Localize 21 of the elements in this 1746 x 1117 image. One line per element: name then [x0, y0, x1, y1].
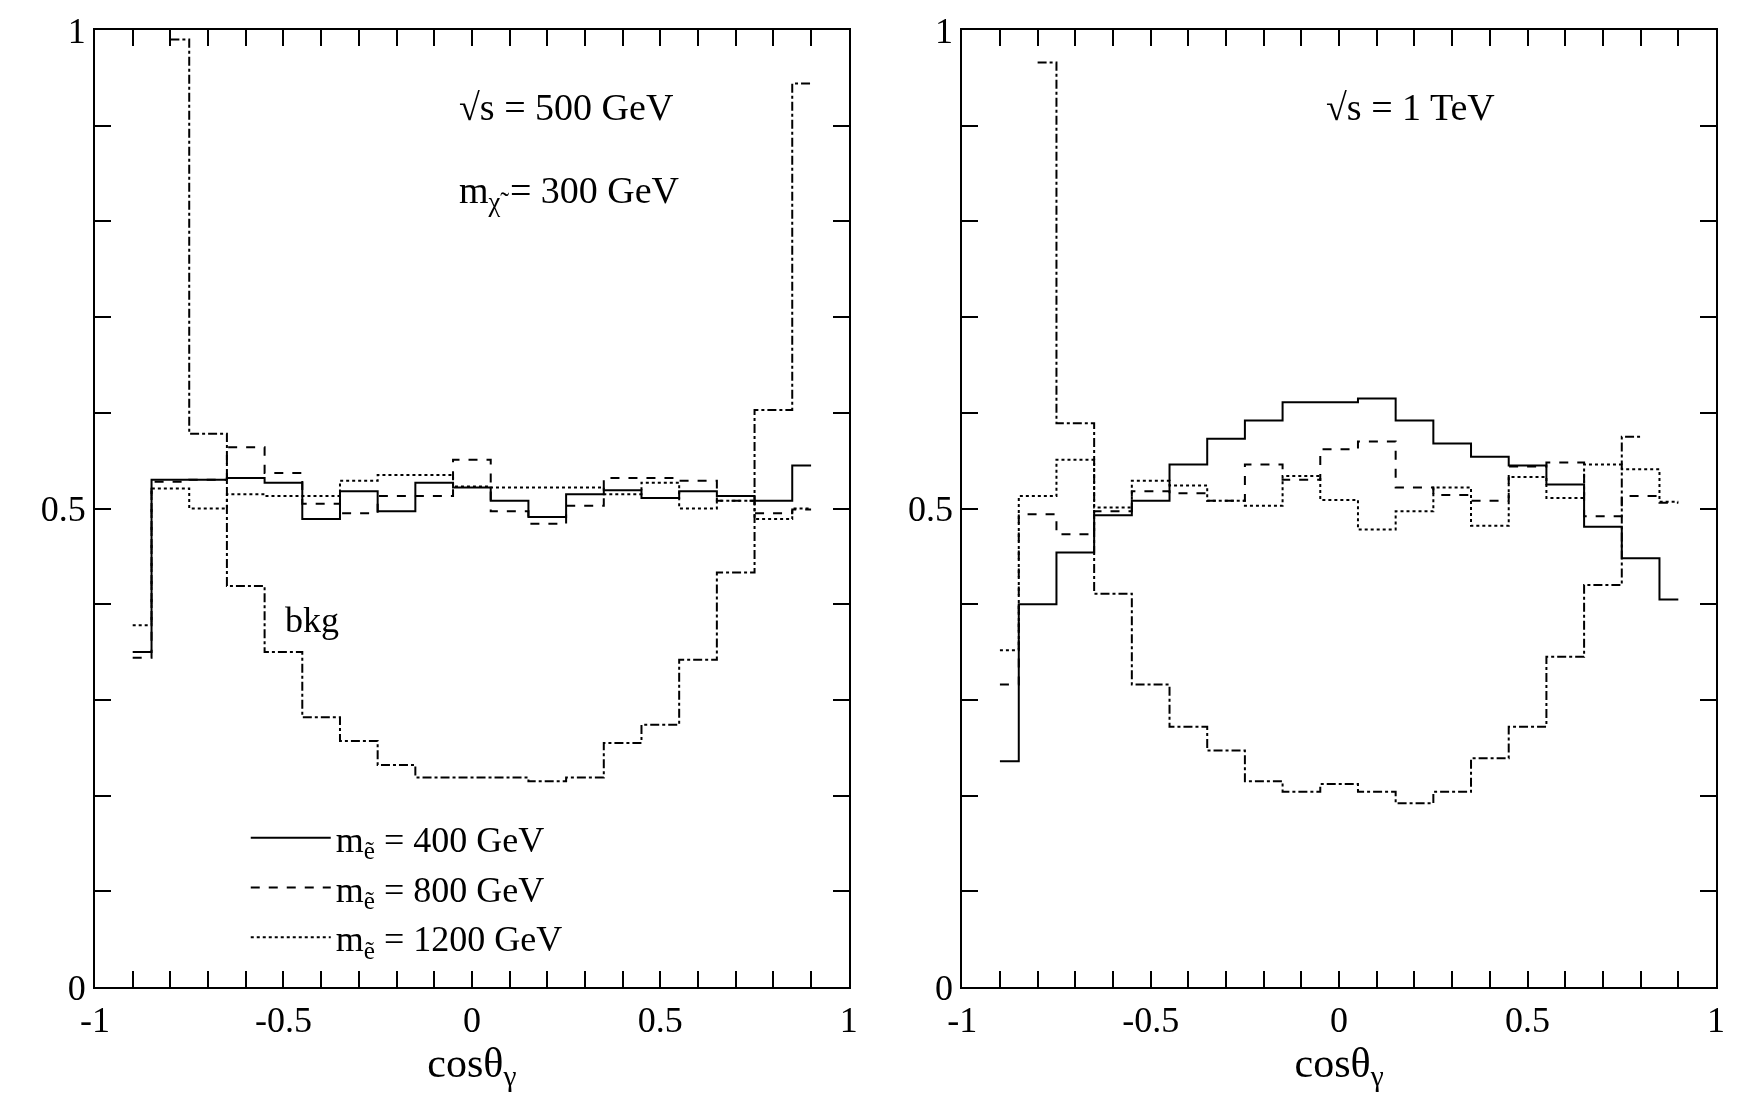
x-tick-label: 0.5 — [637, 1000, 683, 1041]
y-tick-label: 1 — [67, 10, 86, 51]
x-axis-title: cosθ$_{γ}$ — [1294, 1040, 1384, 1093]
annotation: √s = 1 TeV — [1326, 86, 1496, 128]
legend-label: m$_{ẽ}$ = 800 GeV — [335, 869, 545, 915]
y-tick-label: 0.5 — [908, 489, 954, 530]
y-tick-label: 0.5 — [40, 489, 86, 530]
annotation: √s = 500 GeV — [459, 86, 674, 128]
x-axis-title: cosθ$_{γ}$ — [427, 1040, 517, 1093]
series-label: bkg — [285, 600, 339, 640]
x-tick-label: 0 — [1330, 1000, 1349, 1041]
y-tick-label: 1 — [935, 10, 954, 51]
x-tick-label: 0 — [462, 1000, 481, 1041]
legend-label: m$_{ẽ}$ = 400 GeV — [335, 819, 545, 865]
x-tick-label: 1 — [1707, 1000, 1726, 1041]
x-tick-label: -0.5 — [254, 1000, 312, 1041]
x-tick-label: 0.5 — [1505, 1000, 1551, 1041]
annotation: m$_{χ̃}$ = 300 GeV — [459, 169, 680, 217]
x-tick-label: -0.5 — [1122, 1000, 1180, 1041]
x-tick-label: 1 — [839, 1000, 858, 1041]
legend-label: m$_{ẽ}$ = 1200 GeV — [335, 919, 563, 964]
